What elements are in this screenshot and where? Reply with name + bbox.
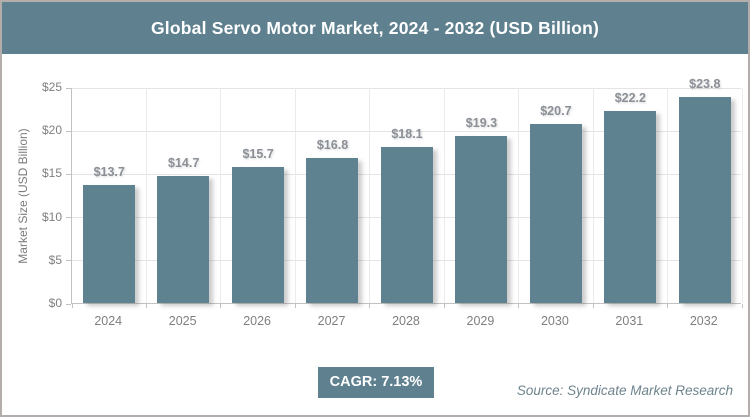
bar-2030: [529, 124, 582, 303]
plot-area: $13.7 $14.7 $15.7 $16.8 $18.1 $19.3 $20.7 $22.2…: [66, 77, 743, 308]
x-axis-tick: [667, 304, 669, 308]
chart-title: Global Servo Motor Market, 2024 - 2032 (…: [2, 2, 748, 54]
x-tick-label: 2032: [689, 314, 718, 328]
cagr-badge: CAGR: 7.13%: [318, 367, 434, 398]
x-tick-label: 2025: [168, 314, 197, 328]
x-tick-label: 2027: [317, 314, 346, 328]
bar-2032: [678, 97, 731, 303]
horizontal-gridline: [72, 130, 741, 132]
x-tick-label: 2030: [540, 314, 569, 328]
bar-column-2032: $23.8: [668, 77, 742, 303]
x-tick-label: 2026: [243, 314, 271, 328]
vertical-gridline: [667, 88, 669, 303]
bar-2029: [455, 136, 508, 303]
bar-2024: [83, 184, 135, 303]
vertical-gridline: [369, 88, 371, 303]
bar-column-2030: $20.7: [519, 88, 593, 303]
bar-column-2024: $13.7: [72, 88, 146, 303]
x-axis-tick: [294, 304, 296, 308]
x-tick-label: 2029: [466, 314, 495, 328]
y-axis-tick: [66, 173, 71, 175]
x-axis-tick: [71, 304, 73, 308]
y-tick-label: $20: [41, 123, 62, 138]
x-axis-tick: [443, 304, 445, 308]
vertical-gridline: [592, 88, 594, 303]
horizontal-gridline: [72, 87, 741, 89]
bar-2025: [157, 176, 210, 303]
vertical-gridline: [741, 88, 743, 303]
y-tick-label: $15: [41, 166, 62, 181]
bar-column-2029: $19.3: [444, 88, 518, 303]
bar-column-2026: $15.7: [221, 88, 295, 303]
vertical-gridline: [294, 88, 296, 303]
bar-value-label: $23.8: [689, 77, 721, 92]
vertical-gridline: [220, 88, 222, 303]
bar-2027: [306, 157, 359, 303]
bar-column-2028: $18.1: [370, 88, 444, 303]
bar-value-label: $15.7: [242, 147, 274, 162]
y-axis-tick: [66, 217, 71, 219]
source-credit: Source: Syndicate Market Research: [516, 383, 733, 398]
y-tick-label: $25: [41, 80, 62, 94]
y-axis-tick: [66, 87, 71, 89]
bar-2031: [604, 111, 657, 303]
bar-value-label: $18.1: [391, 126, 423, 141]
y-tick-label: $10: [41, 209, 62, 224]
x-tick-label: 2031: [615, 314, 644, 328]
x-tick-label: 2028: [392, 314, 420, 328]
x-axis-tick: [592, 304, 594, 308]
x-axis-tick: [220, 304, 222, 308]
y-tick-label: $0: [48, 296, 62, 310]
vertical-gridline: [443, 88, 445, 303]
y-axis-title: Market Size (USD Billion): [16, 128, 30, 264]
y-axis-tick: [66, 260, 71, 262]
bar-value-label: $20.7: [540, 104, 572, 119]
vertical-gridline: [145, 88, 147, 303]
bar-value-label: $22.2: [614, 91, 646, 106]
x-axis-tick: [741, 304, 743, 308]
bar-column-2027: $16.8: [295, 88, 369, 303]
x-axis-tick: [369, 304, 371, 308]
bar-column-2025: $14.7: [146, 88, 220, 303]
vertical-gridline: [518, 88, 520, 303]
bar-value-label: $19.3: [465, 116, 498, 131]
y-axis-tick: [66, 130, 71, 132]
bar-value-label: $13.7: [93, 164, 125, 179]
bar-value-label: $14.7: [168, 156, 200, 170]
x-axis-tick: [145, 304, 147, 308]
y-tick-label: $5: [48, 252, 62, 267]
bar-2026: [231, 167, 284, 303]
bar-column-2031: $22.2: [593, 88, 667, 303]
bar-value-label: $16.8: [316, 137, 349, 152]
x-axis-tick: [518, 304, 520, 308]
bar-2028: [380, 146, 433, 303]
y-axis-tick: [66, 303, 71, 305]
x-tick-label: 2024: [94, 314, 123, 328]
